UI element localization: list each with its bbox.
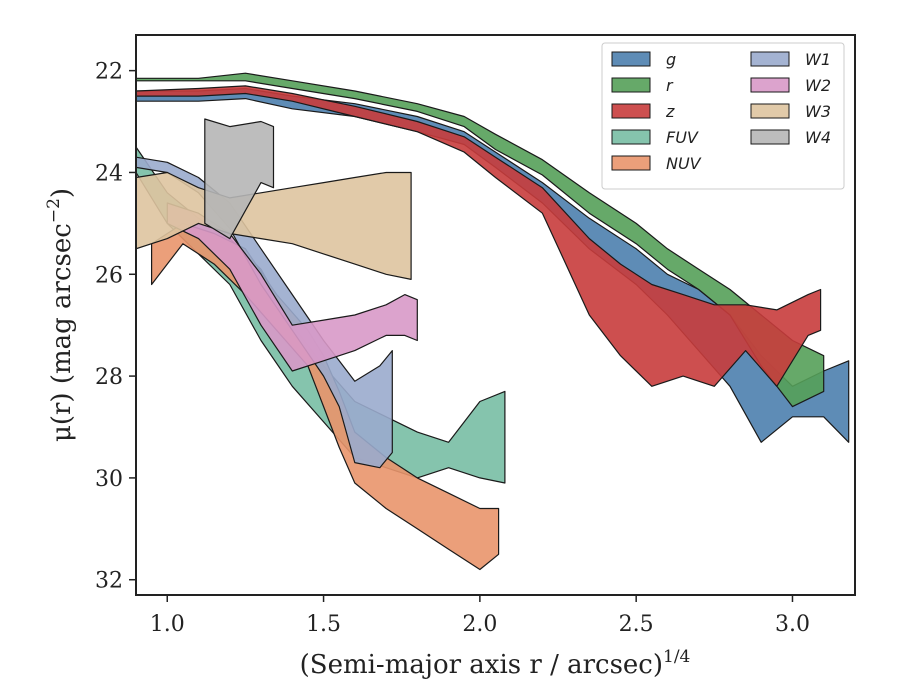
legend-label-w3: W3 [805, 102, 831, 121]
x-axis-title: (Semi-major axis r / arcsec)1/4 [300, 647, 691, 680]
legend-swatch-nuv [611, 155, 651, 171]
legend-swatch-z [611, 103, 651, 119]
series-band-z [136, 85, 822, 387]
x-tick-label: 3.0 [775, 612, 810, 637]
x-axis: 1.0 1.5 2.0 2.5 3.0 [150, 595, 810, 637]
y-axis-title-exponent: −2 [44, 198, 64, 223]
legend-swatch-g [611, 51, 651, 67]
legend-label-nuv: NUV [666, 154, 702, 173]
legend-label-z: z [665, 102, 675, 121]
y-tick-label: 24 [95, 161, 123, 186]
series-band-w4 [204, 118, 275, 240]
legend-label-fuv: FUV [666, 128, 699, 147]
legend-label-g: g [666, 50, 676, 69]
y-tick-label: 30 [95, 467, 123, 492]
y-tick-label: 28 [95, 365, 123, 390]
legend-label-w1: W1 [805, 50, 831, 69]
x-tick-label: 2.5 [619, 612, 654, 637]
legend-swatch-w4 [750, 129, 790, 145]
x-tick-label: 2.0 [462, 612, 497, 637]
series-band-r [136, 72, 825, 408]
series-band-nuv [151, 222, 500, 571]
legend-swatch-r [611, 77, 651, 93]
legend-swatch-w1 [750, 51, 790, 67]
y-axis-title: μ(r) (mag arcsec−2) [44, 188, 77, 442]
legend-swatch-fuv [611, 129, 651, 145]
axes-frame [135, 34, 856, 596]
x-tick-label: 1.0 [150, 612, 185, 637]
legend: grz FUV NUV W1 W2 W3 W4 [601, 42, 845, 190]
series-band-w2 [166, 202, 418, 372]
legend-swatch-w3 [750, 103, 790, 119]
y-tick-label: 32 [95, 569, 123, 594]
legend-swatch-w2 [750, 77, 790, 93]
y-axis: 22 24 26 28 30 32 [95, 60, 136, 594]
legend-label-w4: W4 [805, 128, 831, 147]
y-tick-label: 22 [95, 60, 123, 85]
y-tick-label: 26 [95, 263, 123, 288]
series-band-w3 [136, 171, 412, 280]
x-tick-label: 1.5 [306, 612, 341, 637]
series-layer [136, 72, 850, 571]
legend-label-r: r [666, 76, 674, 95]
x-axis-title-exponent: 1/4 [663, 647, 690, 667]
legend-label-w2: W2 [805, 76, 831, 95]
